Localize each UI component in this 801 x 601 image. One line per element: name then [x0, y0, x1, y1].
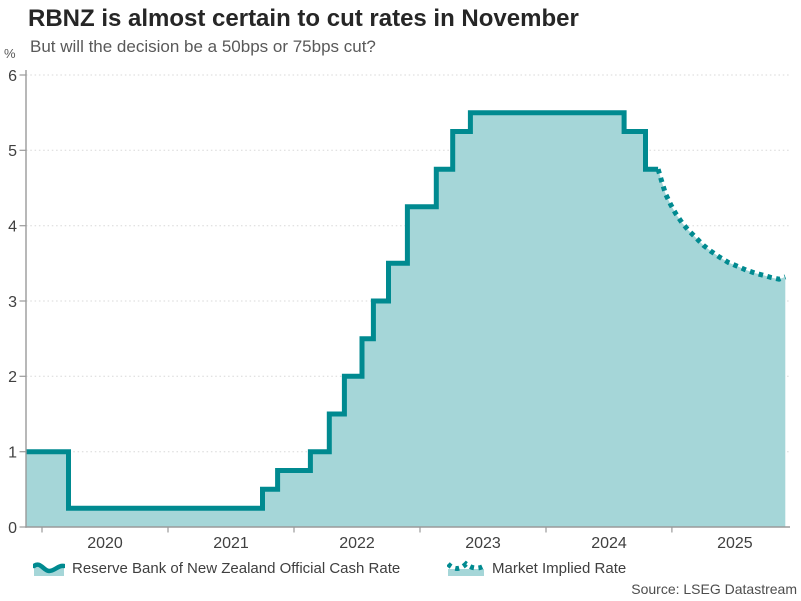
- svg-text:2025: 2025: [717, 535, 753, 552]
- legend-label-market-implied-rate: Market Implied Rate: [492, 559, 627, 577]
- legend-item-official-cash-rate: Reserve Bank of New Zealand Official Cas…: [33, 557, 400, 579]
- svg-text:2020: 2020: [87, 535, 123, 552]
- svg-text:0: 0: [8, 520, 17, 537]
- official-cash-rate-line: [26, 110, 659, 511]
- y-axis-unit-label: %: [4, 46, 16, 61]
- svg-text:2: 2: [8, 369, 17, 386]
- svg-text:2023: 2023: [465, 535, 501, 552]
- area-series-icon: [33, 561, 65, 576]
- dotted-series-icon: [447, 560, 485, 576]
- market-implied-rate-line: [655, 168, 787, 282]
- svg-text:6: 6: [8, 68, 17, 85]
- chart-title: RBNZ is almost certain to cut rates in N…: [28, 5, 579, 32]
- legend-item-market-implied-rate: Market Implied Rate: [447, 557, 626, 579]
- chart-subtitle: But will the decision be a 50bps or 75bp…: [30, 37, 376, 56]
- svg-text:2021: 2021: [213, 535, 249, 552]
- svg-text:1: 1: [8, 444, 17, 461]
- svg-text:3: 3: [8, 294, 17, 311]
- source-attribution: Source: LSEG Datastream: [631, 581, 797, 597]
- svg-text:2022: 2022: [339, 535, 375, 552]
- svg-text:5: 5: [8, 143, 17, 160]
- svg-text:2024: 2024: [591, 535, 627, 552]
- svg-text:4: 4: [8, 218, 17, 235]
- legend-label-official-cash-rate: Reserve Bank of New Zealand Official Cas…: [72, 559, 401, 577]
